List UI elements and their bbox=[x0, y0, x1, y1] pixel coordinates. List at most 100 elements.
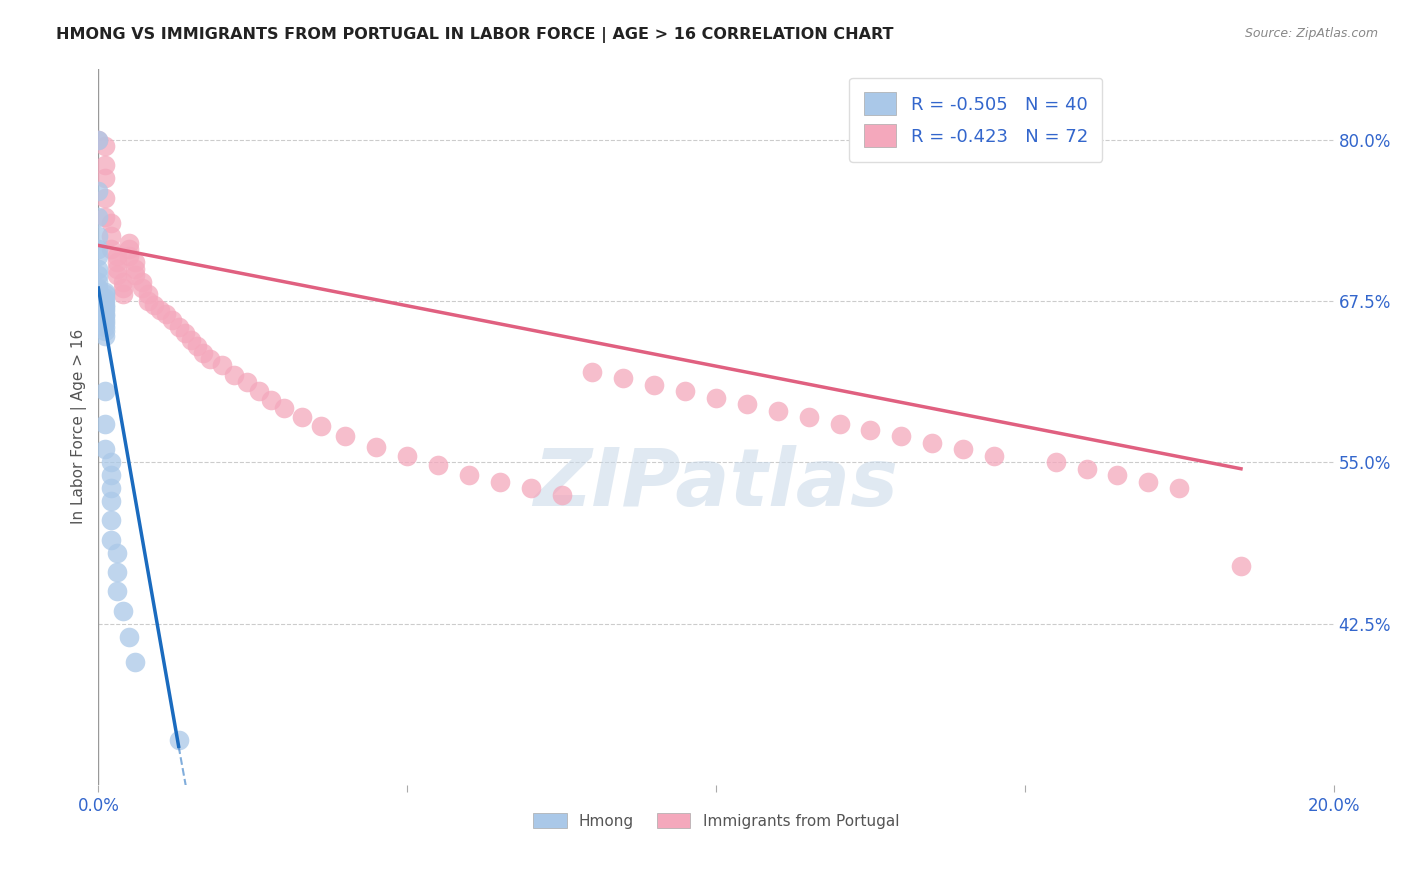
Point bbox=[921, 436, 943, 450]
Point bbox=[100, 455, 122, 469]
Point bbox=[247, 384, 270, 399]
Point bbox=[105, 249, 128, 263]
Point bbox=[100, 533, 122, 547]
Point bbox=[124, 261, 146, 276]
Point bbox=[198, 351, 221, 366]
Point bbox=[1168, 481, 1191, 495]
Point bbox=[235, 376, 257, 390]
Point bbox=[93, 291, 115, 305]
Point bbox=[735, 397, 758, 411]
Point bbox=[173, 326, 195, 341]
Point bbox=[983, 449, 1005, 463]
Point bbox=[162, 313, 184, 327]
Point bbox=[87, 132, 110, 146]
Point bbox=[118, 235, 141, 250]
Point bbox=[186, 339, 208, 353]
Point bbox=[118, 630, 141, 644]
Point bbox=[155, 307, 177, 321]
Point bbox=[87, 229, 110, 244]
Point bbox=[93, 328, 115, 343]
Point bbox=[260, 393, 283, 408]
Point bbox=[1076, 462, 1098, 476]
Point bbox=[100, 494, 122, 508]
Point bbox=[87, 275, 110, 289]
Point bbox=[93, 307, 115, 321]
Point bbox=[396, 449, 419, 463]
Point bbox=[112, 604, 135, 618]
Point bbox=[118, 249, 141, 263]
Point bbox=[100, 217, 122, 231]
Point bbox=[291, 410, 314, 425]
Point bbox=[105, 268, 128, 282]
Point bbox=[93, 324, 115, 338]
Point bbox=[93, 417, 115, 431]
Point bbox=[93, 191, 115, 205]
Point bbox=[118, 242, 141, 256]
Point bbox=[93, 310, 115, 324]
Point bbox=[1045, 455, 1067, 469]
Point bbox=[488, 475, 510, 489]
Point bbox=[1107, 468, 1129, 483]
Point bbox=[93, 158, 115, 172]
Point bbox=[100, 242, 122, 256]
Point bbox=[309, 419, 332, 434]
Point bbox=[142, 298, 165, 312]
Point bbox=[952, 442, 974, 457]
Point bbox=[136, 287, 159, 301]
Point bbox=[112, 281, 135, 295]
Point bbox=[87, 242, 110, 256]
Point bbox=[100, 513, 122, 527]
Point bbox=[87, 249, 110, 263]
Point bbox=[93, 293, 115, 308]
Point bbox=[87, 184, 110, 198]
Point bbox=[100, 481, 122, 495]
Point bbox=[112, 275, 135, 289]
Point bbox=[124, 255, 146, 269]
Point bbox=[93, 210, 115, 224]
Point bbox=[93, 139, 115, 153]
Point bbox=[167, 732, 190, 747]
Point bbox=[149, 302, 172, 317]
Point bbox=[427, 458, 450, 472]
Point bbox=[643, 377, 665, 392]
Point bbox=[458, 468, 481, 483]
Point bbox=[93, 171, 115, 186]
Point bbox=[93, 298, 115, 312]
Point bbox=[124, 268, 146, 282]
Point bbox=[612, 371, 634, 385]
Point bbox=[105, 565, 128, 579]
Point bbox=[87, 268, 110, 282]
Point bbox=[335, 429, 357, 443]
Point bbox=[87, 132, 110, 146]
Point bbox=[93, 287, 115, 301]
Point bbox=[797, 410, 820, 425]
Point bbox=[105, 584, 128, 599]
Point bbox=[112, 287, 135, 301]
Point bbox=[136, 293, 159, 308]
Point bbox=[105, 546, 128, 560]
Point bbox=[519, 481, 541, 495]
Point bbox=[93, 442, 115, 457]
Point bbox=[704, 391, 727, 405]
Point bbox=[180, 333, 202, 347]
Point bbox=[100, 468, 122, 483]
Point bbox=[93, 302, 115, 317]
Point bbox=[93, 285, 115, 299]
Point bbox=[859, 423, 882, 437]
Point bbox=[93, 319, 115, 334]
Point bbox=[87, 210, 110, 224]
Point bbox=[890, 429, 912, 443]
Point bbox=[766, 403, 789, 417]
Point bbox=[581, 365, 603, 379]
Point bbox=[93, 313, 115, 327]
Point bbox=[1230, 558, 1253, 573]
Point bbox=[87, 261, 110, 276]
Point bbox=[100, 229, 122, 244]
Point bbox=[673, 384, 696, 399]
Text: Source: ZipAtlas.com: Source: ZipAtlas.com bbox=[1244, 27, 1378, 40]
Point bbox=[93, 301, 115, 315]
Point bbox=[366, 440, 388, 454]
Text: ZIPatlas: ZIPatlas bbox=[533, 445, 898, 523]
Point bbox=[87, 281, 110, 295]
Point bbox=[105, 255, 128, 269]
